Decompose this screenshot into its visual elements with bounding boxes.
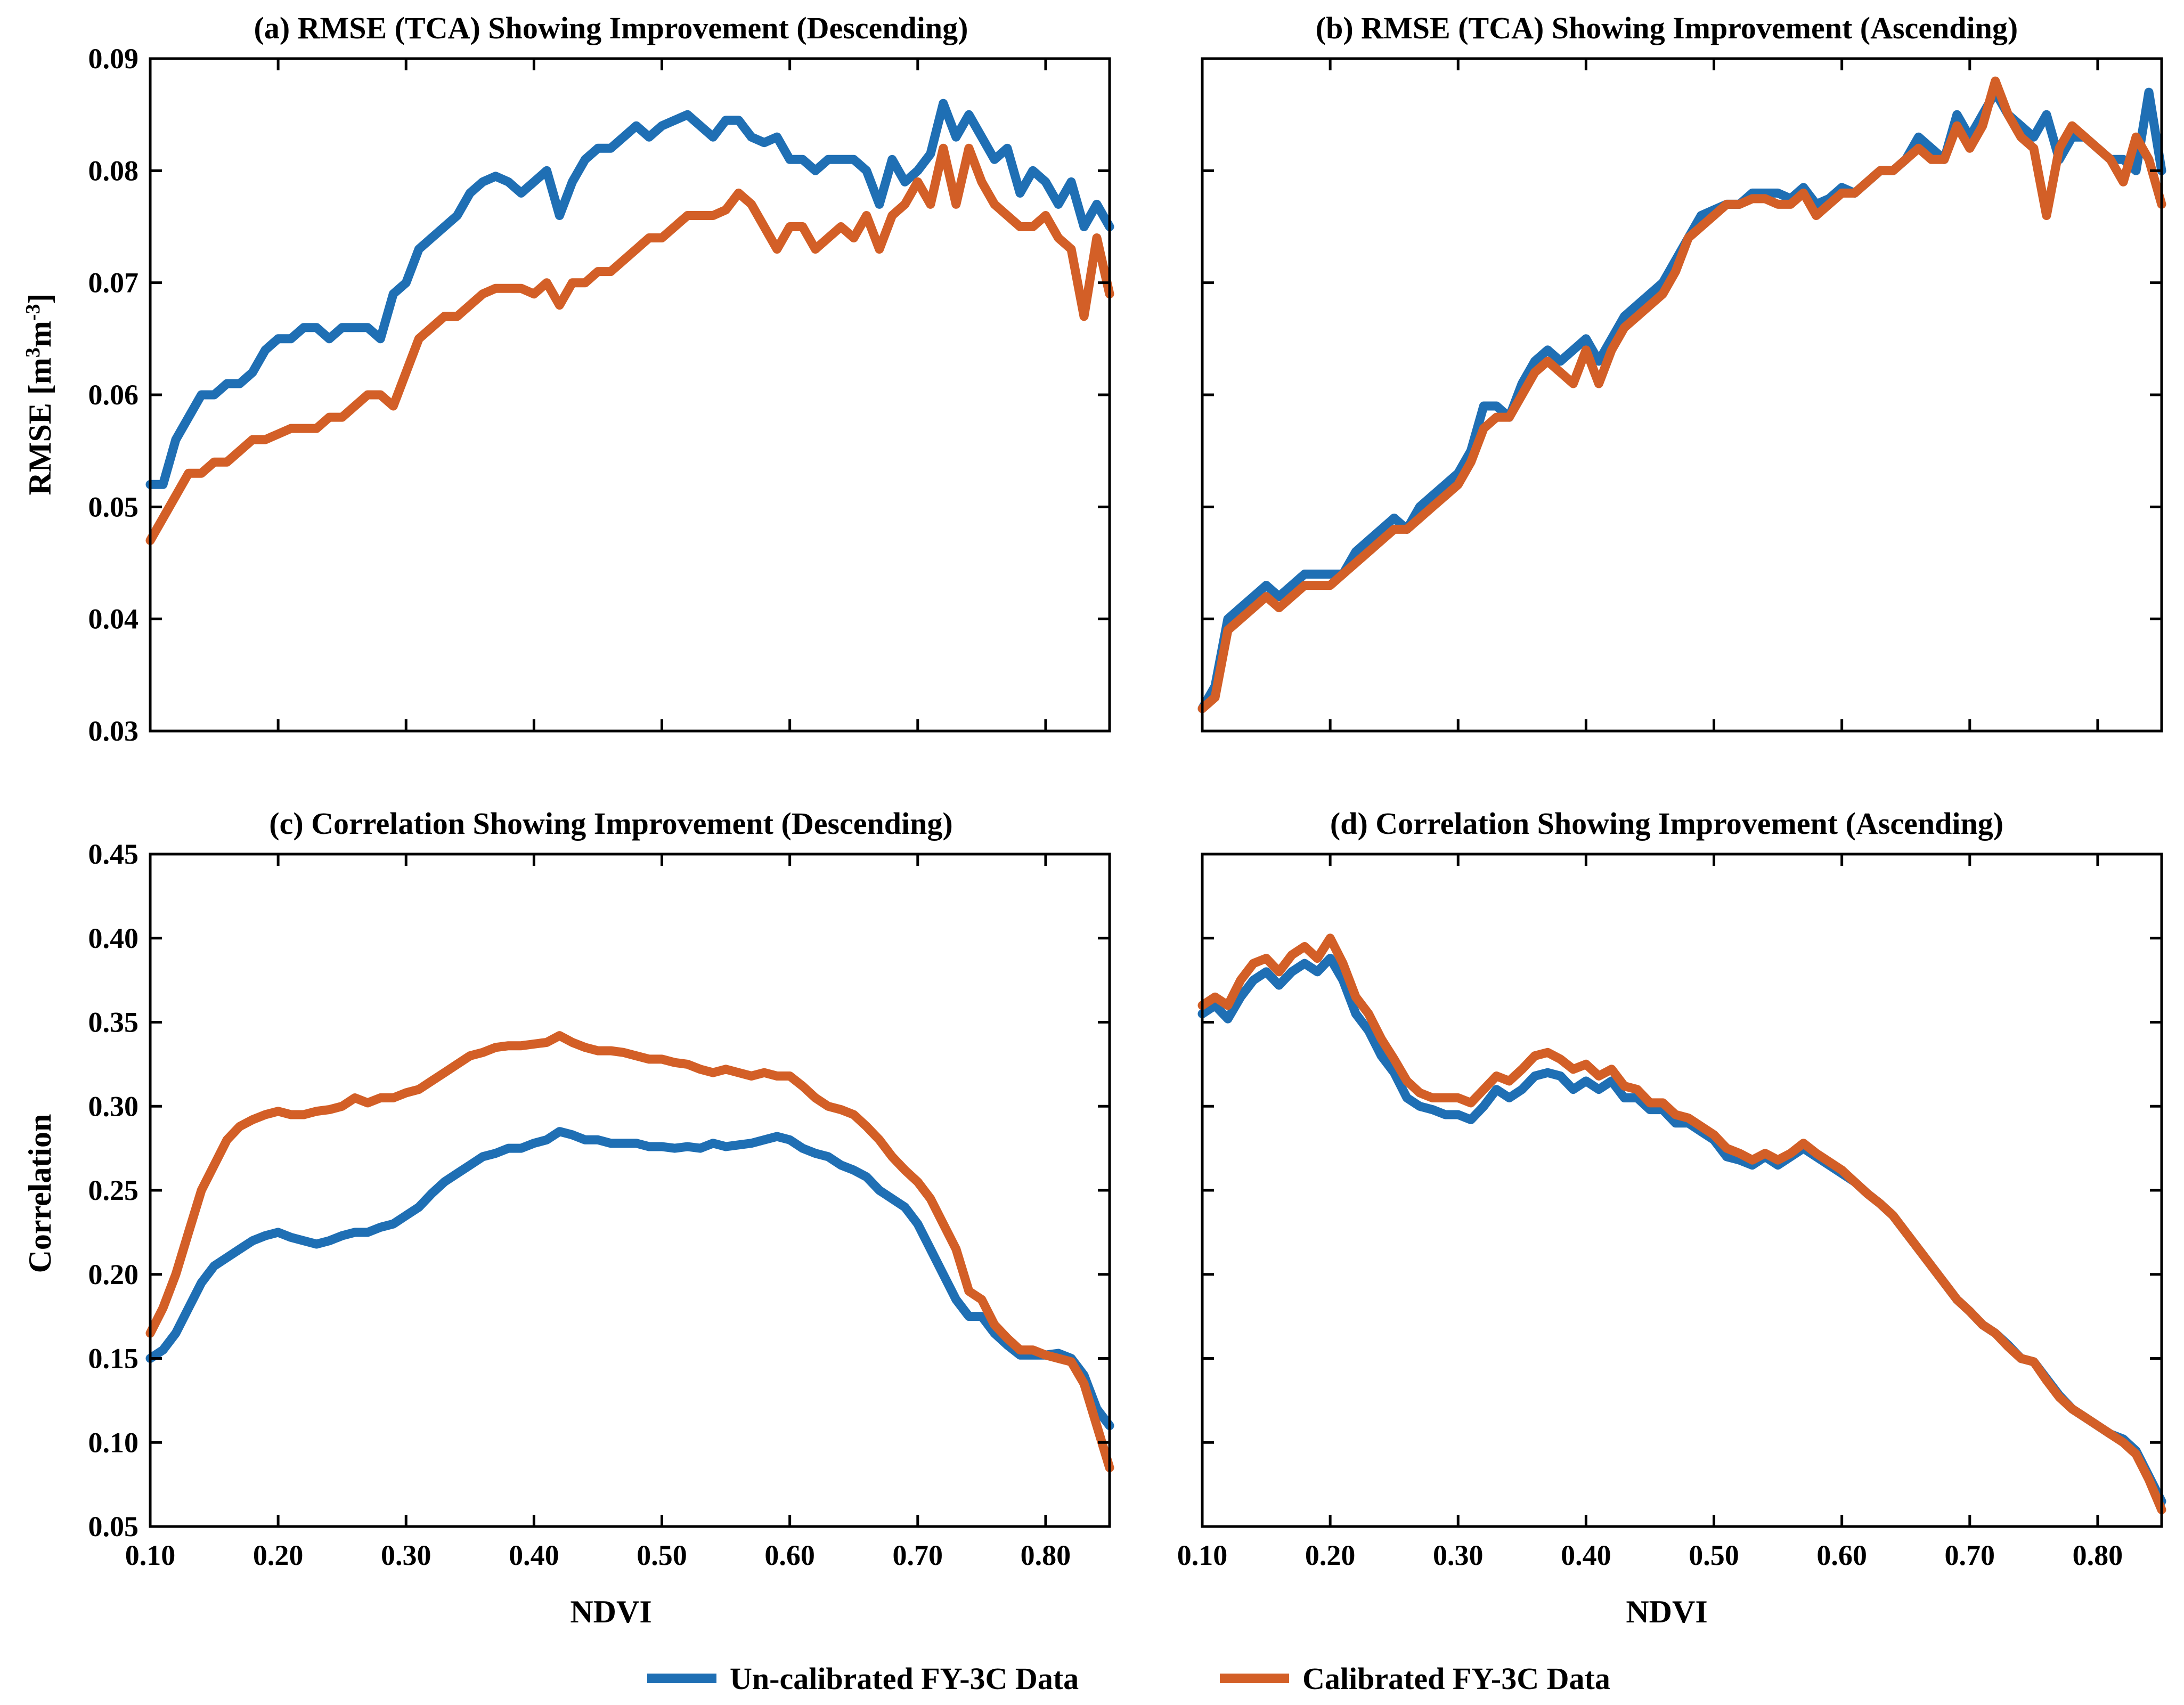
- x-tick-label-d: 0.10: [1177, 1539, 1228, 1571]
- y-tick-label-a: 0.07: [88, 267, 139, 299]
- x-tick-label-c: 0.30: [381, 1539, 431, 1571]
- axes-frame-d: [1201, 852, 2163, 1528]
- series-line-calibrated-c: [145, 1031, 1114, 1473]
- legend: Un-calibrated FY-3C Data Calibrated FY-3…: [647, 1661, 1610, 1696]
- panel-a-ylabel-sup-b: -3: [22, 304, 44, 321]
- panel-a-ylabel: RMSE [m3m-3]: [22, 294, 58, 496]
- legend-label-calibrated: Calibrated FY-3C Data: [1302, 1661, 1610, 1696]
- x-tick-label-d: 0.80: [2073, 1539, 2123, 1571]
- x-tick-label-d: 0.40: [1561, 1539, 1611, 1571]
- x-tick-label-c: 0.80: [1021, 1539, 1071, 1571]
- series-line-uncalibrated-b: [1197, 87, 2166, 713]
- y-tick-label-c: 0.35: [88, 1006, 139, 1038]
- x-tick-label-d: 0.30: [1433, 1539, 1484, 1571]
- y-tick-label-a: 0.03: [88, 715, 139, 747]
- legend-label-uncalibrated: Un-calibrated FY-3C Data: [730, 1661, 1079, 1696]
- x-tick-label-d: 0.20: [1305, 1539, 1356, 1571]
- panel-a-ylabel-main: RMSE [m: [22, 358, 58, 495]
- panel-c-xlabel: NDVI: [570, 1594, 651, 1629]
- panel-a-ylabel-close: ]: [22, 294, 58, 304]
- axes-frame-b: [1201, 57, 2163, 733]
- x-tick-label-c: 0.20: [253, 1539, 304, 1571]
- x-tick-label-d: 0.70: [1945, 1539, 1995, 1571]
- y-tick-label-a: 0.09: [88, 43, 139, 75]
- panel-c-title: (c) Correlation Showing Improvement (Des…: [269, 806, 952, 841]
- panel-d-plot: 0.10 0.20 0.30 0.40 0.50 0.60 0.70 0.80: [1177, 852, 2166, 1571]
- y-tick-label-a: 0.06: [88, 379, 139, 411]
- x-tick-label-c: 0.40: [509, 1539, 559, 1571]
- y-tick-label-c: 0.45: [88, 838, 139, 870]
- y-tick-label-c: 0.15: [88, 1343, 139, 1375]
- y-tick-label-c: 0.40: [88, 922, 139, 954]
- panel-c-ylabel: Correlation: [22, 1114, 58, 1273]
- x-tick-label-c: 0.50: [637, 1539, 687, 1571]
- series-line-calibrated-a: [145, 143, 1114, 545]
- x-tick-label-d: 0.60: [1816, 1539, 1867, 1571]
- y-tick-label-c: 0.25: [88, 1174, 139, 1206]
- panel-d-xlabel: NDVI: [1626, 1594, 1707, 1629]
- x-tick-label-c: 0.60: [764, 1539, 815, 1571]
- panel-a-ylabel-sup-a: 3: [22, 347, 44, 358]
- series-line-uncalibrated-a: [145, 99, 1114, 489]
- y-tick-label-a: 0.04: [88, 603, 139, 635]
- series-line-uncalibrated-c: [145, 1127, 1114, 1431]
- series-line-calibrated-b: [1197, 76, 2166, 713]
- panel-b-plot: [1197, 57, 2166, 733]
- axes-frame-c: [149, 852, 1111, 1528]
- panel-a-ylabel-mid: m: [22, 321, 58, 347]
- y-tick-label-a: 0.08: [88, 155, 139, 186]
- panel-c-plot: 0.10 0.20 0.30 0.40 0.50 0.60 0.70 0.800.050.10…: [88, 838, 1114, 1571]
- panel-d: (d) Correlation Showing Improvement (Asc…: [1177, 806, 2166, 1629]
- y-tick-label-c: 0.05: [88, 1511, 139, 1542]
- series-line-uncalibrated-d: [1197, 954, 2166, 1506]
- panel-a: (a) RMSE (TCA) Showing Improvement (Desc…: [22, 11, 1114, 747]
- panel-c: (c) Correlation Showing Improvement (Des…: [22, 806, 1114, 1629]
- y-tick-label-a: 0.05: [88, 491, 139, 523]
- panel-a-title: (a) RMSE (TCA) Showing Improvement (Desc…: [254, 11, 968, 45]
- x-tick-label-c: 0.70: [893, 1539, 943, 1571]
- panel-d-title: (d) Correlation Showing Improvement (Asc…: [1330, 806, 2003, 841]
- panel-b: (b) RMSE (TCA) Showing Improvement (Asce…: [1197, 11, 2166, 733]
- y-tick-label-c: 0.20: [88, 1259, 139, 1290]
- y-tick-label-c: 0.30: [88, 1090, 139, 1122]
- x-tick-label-d: 0.50: [1689, 1539, 1739, 1571]
- x-tick-label-c: 0.10: [125, 1539, 176, 1571]
- panel-a-plot: 0.03 0.04 0.05 0.06 0.07 0.08 0.09: [88, 43, 1114, 747]
- panel-b-title: (b) RMSE (TCA) Showing Improvement (Asce…: [1316, 11, 2018, 45]
- y-tick-label-c: 0.10: [88, 1426, 139, 1458]
- series-line-calibrated-d: [1197, 933, 2166, 1514]
